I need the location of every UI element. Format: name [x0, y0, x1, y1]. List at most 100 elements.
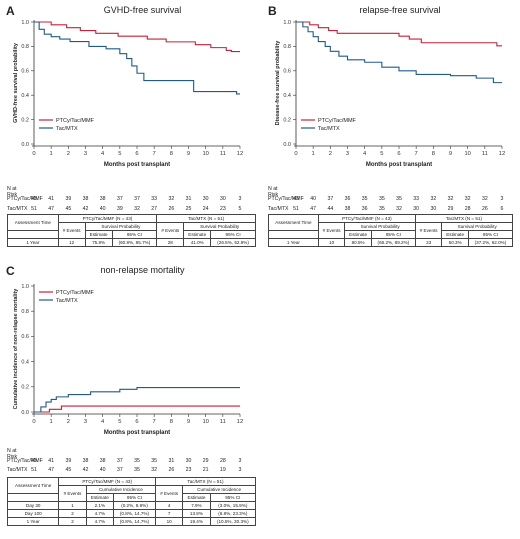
risk-value: 26 — [168, 467, 175, 473]
risk-value: 32 — [134, 206, 140, 212]
y-tick-label: 0.4 — [21, 93, 29, 99]
panel-a-blank — [7, 230, 59, 239]
panel-b-risk-title: N at Risk — [268, 186, 279, 198]
panel-a-chart: 0.00.20.40.60.81.00 1 2 3 4 5 6 7 8 9 10 11 12Months… — [13, 20, 243, 168]
panel-b-group2-header: Tac/MTX (N = 51) — [414, 214, 514, 223]
panel-b-group1-header: PTCy/Tac/MMF (N = 43) — [317, 214, 416, 223]
risk-value: 28 — [464, 206, 471, 212]
x-axis-label: Months post transplant — [366, 162, 432, 168]
panel-b-summary-table: Assessment Time PTCy/Tac/MMF (N = 43) Ta… — [268, 214, 514, 247]
table-cell: 12 — [57, 238, 86, 247]
table-cell: (66.2%, 89.2%) — [370, 238, 416, 247]
panel-a-sp-header-1: Survival Probability — [84, 222, 158, 231]
x-tick-label: 0 — [294, 151, 297, 157]
risk-value: 37 — [134, 196, 140, 202]
x-tick-label: 10 — [464, 151, 470, 157]
risk-value: 33 — [151, 196, 158, 202]
panel-c-risk-title: N at Risk — [7, 448, 18, 460]
panel-b-risk-label-ptcy: PTCy/Tac/MMF — [268, 196, 304, 202]
series-line-ptcy-tac-mmf — [296, 21, 502, 47]
y-tick-label: 1.0 — [21, 284, 29, 290]
panel-c-est-header-2: Estimate — [182, 493, 211, 502]
y-tick-label: 0.2 — [283, 117, 291, 123]
panel-a-risk-label-tac: Tac/MTX — [7, 206, 28, 212]
x-tick-label: 3 — [346, 151, 349, 157]
panel-a-events-header-2: # Events — [156, 222, 185, 239]
risk-value: 35 — [151, 458, 158, 464]
risk-value: 43 — [31, 196, 37, 202]
table-cell: 13.8% — [182, 509, 211, 518]
panel-b-title: relapse-free survival — [359, 5, 441, 15]
risk-value: 30 — [185, 458, 192, 464]
table-row: 1 Year 2 4.7% (0.8%, 14.7%) 10 19.4% (10… — [6, 517, 257, 526]
table-cell: 7 — [154, 509, 184, 518]
risk-value: 3 — [500, 196, 504, 202]
x-tick-label: 12 — [237, 419, 243, 425]
y-tick-label: 0.4 — [21, 359, 29, 365]
risk-value: 3 — [238, 467, 242, 473]
risk-value: 30 — [219, 196, 226, 202]
x-tick-label: 6 — [135, 419, 138, 425]
y-tick-label: 0.6 — [21, 334, 29, 340]
risk-value: 21 — [202, 467, 209, 473]
y-tick-label: 0.6 — [21, 69, 29, 75]
table-cell: (0.2%, 8.8%) — [112, 501, 156, 510]
x-tick-label: 11 — [220, 419, 226, 425]
x-tick-label: 8 — [170, 151, 173, 157]
table-row: Day 100 2 4.7% (0.8%, 14.7%) 7 13.8% (6.… — [6, 509, 257, 518]
y-axis-label: Disease-free survival probability — [275, 40, 281, 126]
risk-value: 31 — [168, 458, 175, 464]
x-tick-label: 1 — [50, 151, 53, 157]
x-tick-label: 7 — [153, 151, 156, 157]
x-tick-label: 12 — [237, 151, 243, 157]
table-cell: 2 — [58, 509, 87, 518]
panel-b-blank — [268, 230, 319, 239]
panel-c-risk-label-tac: Tac/MTX — [7, 467, 28, 473]
panel-c-est-header-1: Estimate — [85, 493, 114, 502]
x-tick-label: 8 — [170, 419, 173, 425]
risk-value: 30 — [430, 206, 437, 212]
risk-value: 32 — [151, 467, 158, 473]
risk-value: 32 — [481, 196, 488, 202]
table-cell: 4.7% — [85, 509, 114, 518]
risk-value: 23 — [185, 467, 192, 473]
legend-label: Tac/MTX — [318, 126, 340, 132]
series-line-tac-mtx — [34, 21, 240, 95]
x-tick-label: 5 — [380, 151, 383, 157]
x-tick-label: 10 — [202, 151, 208, 157]
panel-c-group2-header: Tac/MTX (N = 51) — [154, 477, 257, 486]
table-cell: (37.2%, 62.0%) — [467, 238, 514, 247]
panel-a-sp-header-2: Survival Probability — [183, 222, 256, 231]
x-tick-label: 8 — [432, 151, 435, 157]
table-cell: (6.8%, 23.3%) — [209, 509, 257, 518]
x-tick-label: 7 — [153, 419, 156, 425]
panel-b-events-header-2: # Events — [414, 222, 443, 239]
y-tick-label: 0.2 — [21, 117, 29, 123]
table-cell: Day 100 — [6, 509, 60, 518]
risk-value: 47 — [310, 206, 317, 212]
risk-value: 30 — [202, 196, 209, 202]
table-cell: 75.8% — [84, 238, 113, 247]
x-tick-label: 11 — [482, 151, 488, 157]
x-tick-label: 5 — [118, 151, 121, 157]
risk-value: 32 — [464, 196, 471, 202]
risk-value: 29 — [447, 206, 454, 212]
risk-value: 47 — [48, 206, 55, 212]
risk-value: 38 — [82, 458, 89, 464]
series-line-tac-mtx — [296, 21, 502, 84]
table-cell: 10 — [154, 517, 184, 526]
panel-c-letter: C — [6, 264, 15, 278]
risk-value: 43 — [293, 196, 299, 202]
risk-value: 39 — [116, 206, 123, 212]
x-tick-label: 7 — [415, 151, 418, 157]
panel-c-ci-header-1: 95% CI — [112, 493, 156, 502]
risk-value: 30 — [413, 206, 420, 212]
risk-value: 40 — [99, 206, 106, 212]
risk-value: 35 — [378, 196, 385, 202]
table-cell: 2.1% — [85, 501, 114, 510]
table-cell: 19.4% — [182, 517, 211, 526]
risk-value: 32 — [168, 196, 175, 202]
panel-a-group1-header: PTCy/Tac/MMF (N = 43) — [57, 214, 158, 223]
x-axis-label: Months post transplant — [104, 162, 170, 168]
x-tick-label: 10 — [202, 419, 208, 425]
